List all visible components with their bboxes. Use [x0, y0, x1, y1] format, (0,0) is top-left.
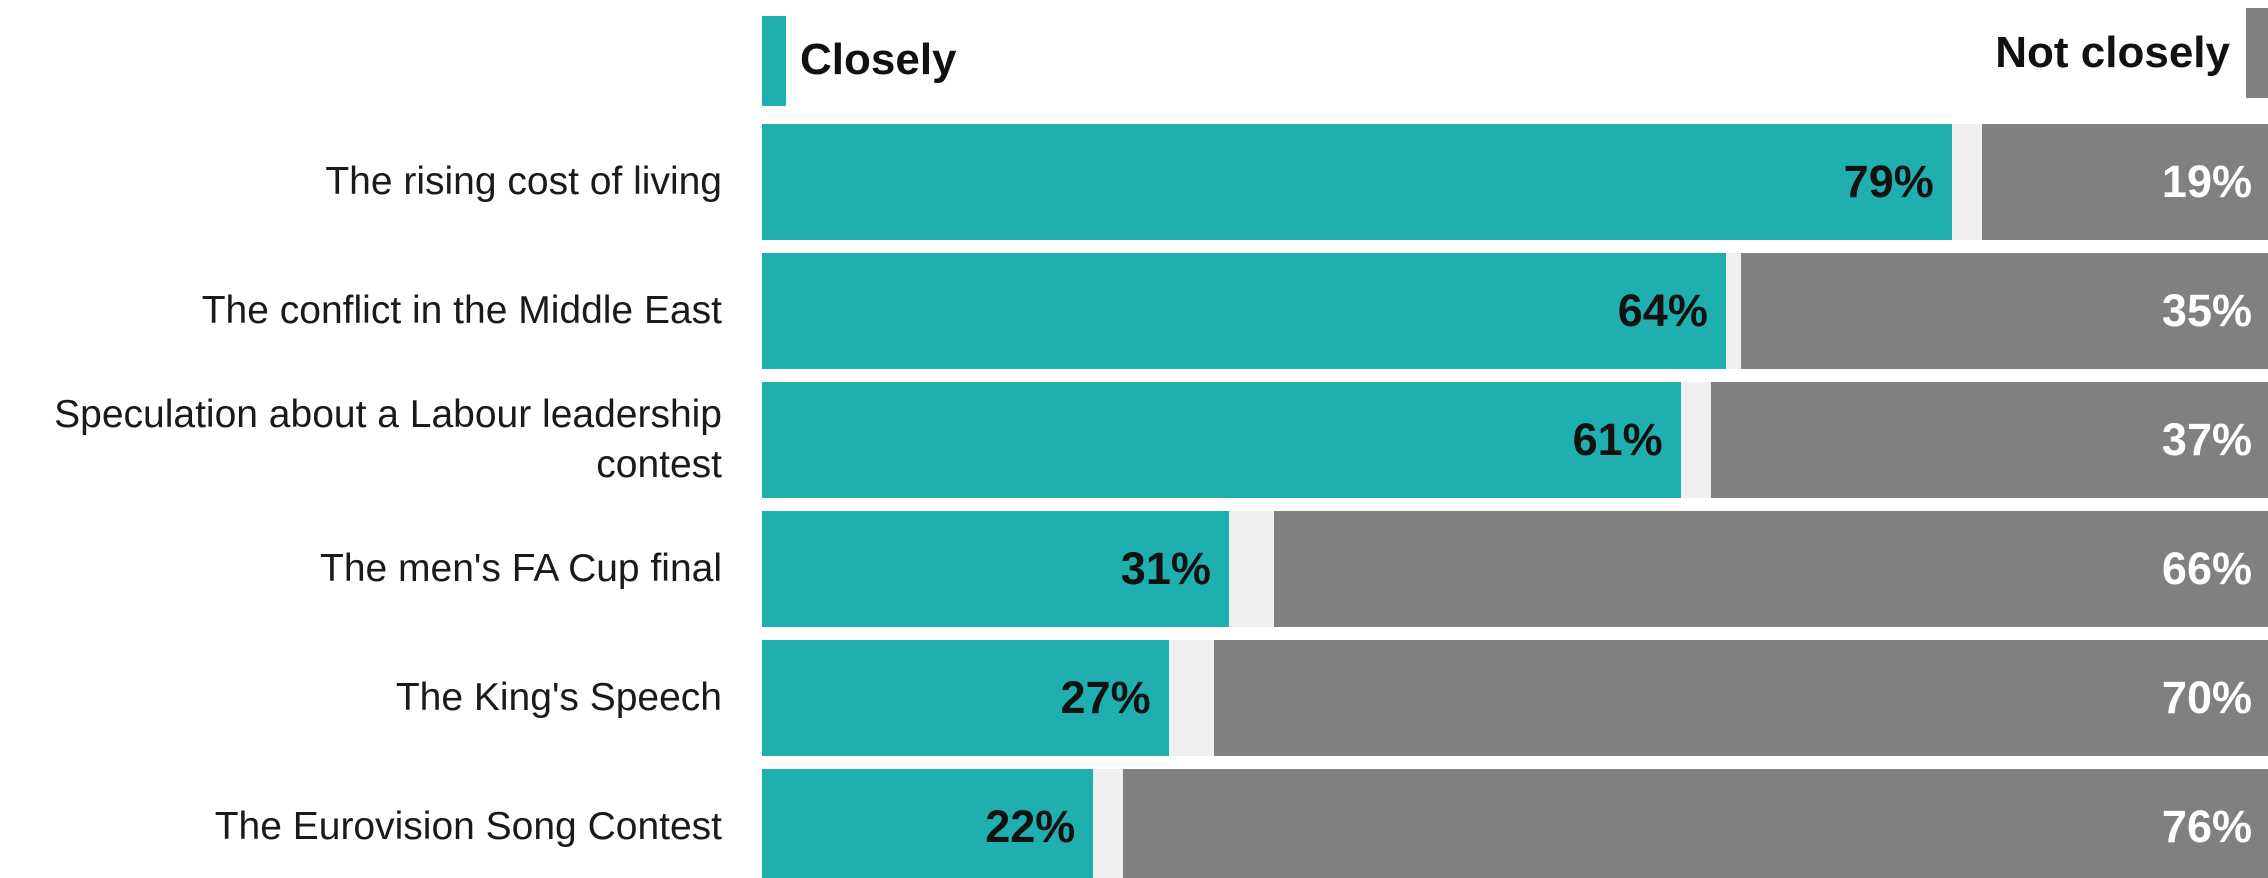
- value-label-not-closely: 19%: [2161, 156, 2252, 207]
- value-label-not-closely: 76%: [2161, 801, 2252, 852]
- value-label-not-closely: 37%: [2161, 414, 2252, 465]
- value-label-not-closely: 70%: [2161, 672, 2252, 723]
- legend-swatch-not-closely: [2246, 8, 2268, 98]
- bar-closely: [762, 511, 1229, 627]
- legend-swatch-closely: [762, 16, 786, 106]
- bar-not-closely: [1274, 511, 2268, 627]
- value-label-not-closely: 66%: [2161, 543, 2252, 594]
- bar-not-closely: [1710, 382, 2268, 498]
- value-label-closely: 61%: [1572, 414, 1663, 465]
- bar-not-closely: [1981, 124, 2268, 240]
- bar-not-closely: [1213, 640, 2268, 756]
- bar-closely: [762, 382, 1681, 498]
- value-label-closely: 22%: [985, 801, 1076, 852]
- bar-closely: [762, 769, 1094, 878]
- value-label-not-closely: 35%: [2161, 285, 2252, 336]
- bar-not-closely: [1740, 253, 2268, 369]
- category-label: Speculation about a Labour leadership co…: [54, 393, 722, 486]
- bar-not-closely: [1123, 769, 2268, 878]
- legend-label-not-closely: Not closely: [1995, 28, 2230, 77]
- value-label-closely: 27%: [1060, 672, 1151, 723]
- value-label-closely: 31%: [1120, 543, 1211, 594]
- bar-closely: [762, 253, 1726, 369]
- legend-label-closely: Closely: [800, 35, 957, 84]
- value-label-closely: 79%: [1843, 156, 1934, 207]
- bar-closely: [762, 124, 1952, 240]
- category-label: The men's FA Cup final: [320, 547, 722, 590]
- category-label: The conflict in the Middle East: [201, 289, 722, 332]
- bar-closely: [762, 640, 1169, 756]
- category-label: The Eurovision Song Contest: [214, 805, 722, 848]
- category-label: The King's Speech: [395, 676, 722, 719]
- value-label-closely: 64%: [1617, 285, 1708, 336]
- category-label: The rising cost of living: [325, 160, 722, 203]
